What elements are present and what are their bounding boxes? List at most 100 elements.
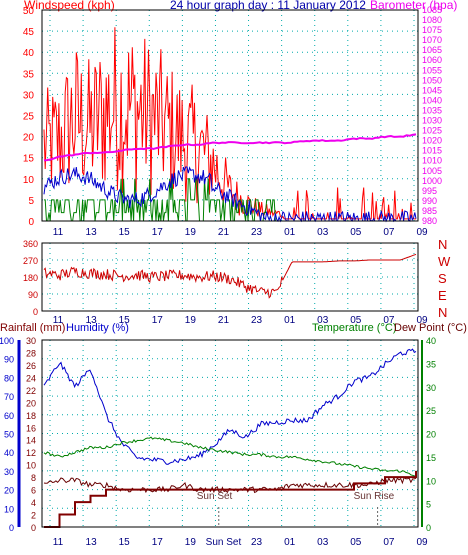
wind-xtick-label: 17 [152, 227, 164, 238]
wind-ytick-label: 30 [23, 90, 35, 101]
baro-ytick-label: 1020 [422, 136, 442, 146]
thr-xtick-label: Sun Set [206, 537, 242, 548]
wind-ytick-label: 25 [23, 112, 35, 123]
humidity-ytick-label: 50 [4, 430, 14, 440]
rain-ytick-label: 2 [31, 511, 36, 521]
humidity-ytick-label: 20 [4, 486, 14, 496]
chart-title: 24 hour graph day : 11 January 2012 [170, 0, 366, 12]
rain-ytick-label: 14 [26, 436, 36, 446]
wind-panel-frame [41, 9, 419, 222]
thr-xtick-label: 11 [53, 537, 64, 548]
rain-ytick-label: 30 [26, 336, 36, 346]
temp-ytick-label: 30 [426, 383, 436, 393]
temp-ytick-label: 10 [426, 476, 436, 486]
dir-xtick-label: 11 [53, 315, 64, 326]
wind-xtick-label: 15 [119, 227, 131, 238]
wind-xtick-label: 21 [218, 227, 230, 238]
baro-ytick-label: 1080 [422, 15, 442, 25]
wind-ytick-label: 40 [23, 48, 35, 59]
thr-panel-frame [41, 339, 419, 528]
windspeed-line [43, 27, 416, 220]
compass-label: N [438, 237, 447, 252]
humidity-ytick-label: 40 [4, 448, 14, 458]
dir-ytick-label: 180 [23, 273, 38, 283]
baro-ytick-label: 1010 [422, 156, 442, 166]
dir-xtick-label: 03 [317, 315, 329, 326]
rain-ytick-label: 22 [26, 386, 36, 396]
temp-ytick-label: 15 [426, 453, 436, 463]
compass-label: S [438, 271, 447, 286]
dir-ytick-label: 270 [23, 256, 38, 266]
rain-ytick-label: 12 [26, 448, 36, 458]
thr-xtick-label: 13 [86, 537, 98, 548]
temp-ytick-label: 35 [426, 359, 436, 369]
thr-xtick-label: 09 [416, 537, 428, 548]
dir-xtick-label: 09 [416, 315, 428, 326]
wind-ytick-label: 0 [28, 217, 34, 228]
baro-ytick-label: 1055 [422, 65, 442, 75]
dir-xtick-label: 15 [119, 315, 131, 326]
compass-label: E [438, 288, 447, 303]
baro-ytick-label: 1085 [422, 5, 442, 15]
baro-ytick-label: 1015 [422, 146, 442, 156]
compass-label: W [438, 254, 451, 269]
rain-ytick-label: 28 [26, 348, 36, 358]
humidity-ytick-label: 0 [9, 523, 14, 533]
baro-ytick-label: 1030 [422, 116, 442, 126]
thr-xtick-label: 15 [119, 537, 131, 548]
wind-xtick-label: 11 [53, 227, 64, 238]
rainfall-line [44, 470, 417, 528]
dir-ytick-label: 360 [23, 239, 38, 249]
rain-ytick-label: 24 [26, 373, 36, 383]
wind-ytick-label: 5 [28, 196, 34, 207]
humidity-ytick-label: 70 [4, 392, 14, 402]
thr-xtick-label: 03 [317, 537, 329, 548]
rainfall-axis-title: Rainfall (mm) [0, 322, 66, 334]
rain-ytick-label: 16 [26, 423, 36, 433]
humidity-ytick-label: 60 [4, 411, 14, 421]
thr-xtick-label: 07 [383, 537, 395, 548]
thr-xtick-label: 01 [284, 537, 296, 548]
humidity-line [43, 348, 417, 465]
thr-xtick-label: 23 [251, 537, 263, 548]
dir-xtick-label: 13 [86, 315, 98, 326]
dir-xtick-label: 01 [284, 315, 296, 326]
dir-panel-frame [41, 242, 419, 312]
wind-xtick-label: 07 [383, 227, 395, 238]
humidity-ytick-label: 100 [0, 336, 14, 346]
wind-ytick-label: 20 [23, 133, 35, 144]
sunset-label: Sun Set [197, 491, 233, 502]
dir-xtick-label: 07 [383, 315, 395, 326]
wind-ytick-label: 35 [23, 69, 35, 80]
wind-gust-line [43, 166, 417, 223]
humidity-ytick-label: 90 [4, 355, 14, 365]
barometer-line [43, 133, 417, 162]
baro-ytick-label: 985 [422, 206, 437, 216]
dir-ytick-label: 90 [28, 290, 38, 300]
dir-xtick-label: 21 [218, 315, 230, 326]
thr-xtick-label: 05 [350, 537, 362, 548]
baro-ytick-label: 1035 [422, 105, 442, 115]
rain-ytick-label: 6 [31, 486, 36, 496]
baro-ytick-label: 1025 [422, 126, 442, 136]
wind-xtick-label: 01 [284, 227, 296, 238]
rain-ytick-label: 18 [26, 411, 36, 421]
wind-xtick-label: 09 [416, 227, 428, 238]
wind-xtick-label: 19 [185, 227, 197, 238]
dir-ytick-label: 0 [33, 307, 38, 317]
rain-ytick-label: 4 [31, 498, 36, 508]
wind-ytick-label: 50 [23, 6, 35, 17]
rain-ytick-label: 0 [31, 523, 36, 533]
wind-xtick-label: 05 [350, 227, 362, 238]
baro-ytick-label: 1065 [422, 45, 442, 55]
baro-ytick-label: 1050 [422, 75, 442, 85]
dir-xtick-label: 19 [185, 315, 197, 326]
dir-xtick-label: 17 [152, 315, 164, 326]
humidity-ytick-label: 30 [4, 467, 14, 477]
wind-xtick-label: 23 [251, 227, 263, 238]
temp-ytick-label: 0 [426, 523, 431, 533]
baro-ytick-label: 1070 [422, 35, 442, 45]
dir-xtick-label: 05 [350, 315, 362, 326]
wind-direction-line [43, 253, 417, 299]
baro-ytick-label: 1045 [422, 85, 442, 95]
